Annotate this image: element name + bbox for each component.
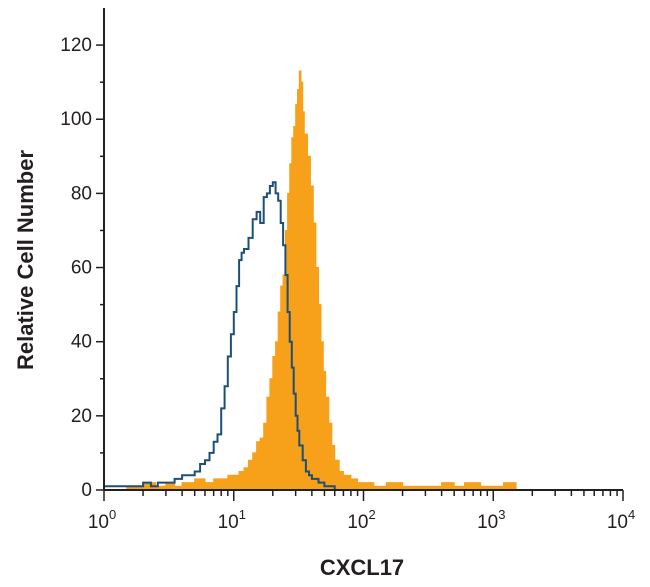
y-tick-label-100: 100 — [60, 109, 92, 130]
y-tick-label-40: 40 — [71, 332, 92, 353]
y-tick-label-20: 20 — [71, 406, 92, 427]
y-tick-label-80: 80 — [71, 183, 92, 204]
x-axis: 100 101 102 103 104 — [88, 489, 635, 533]
x-tick-label-0: 100 — [88, 507, 116, 533]
y-axis: 0 20 40 60 80 100 120 — [60, 8, 105, 501]
y-axis-title: Relative Cell Number — [13, 150, 38, 371]
x-tick-label-1: 101 — [218, 507, 246, 533]
y-tick-label-120: 120 — [60, 35, 92, 56]
plot-area — [104, 70, 517, 491]
histogram-filled-series-0 — [104, 70, 517, 491]
histogram-outline-series-1 — [104, 181, 336, 490]
y-tick-label-60: 60 — [71, 258, 92, 279]
x-tick-label-3: 103 — [477, 507, 505, 533]
x-tick-label-2: 102 — [347, 507, 375, 533]
x-axis-title: CXCL17 — [320, 555, 404, 580]
y-tick-label-0: 0 — [81, 480, 92, 501]
x-tick-label-4: 104 — [607, 507, 635, 533]
